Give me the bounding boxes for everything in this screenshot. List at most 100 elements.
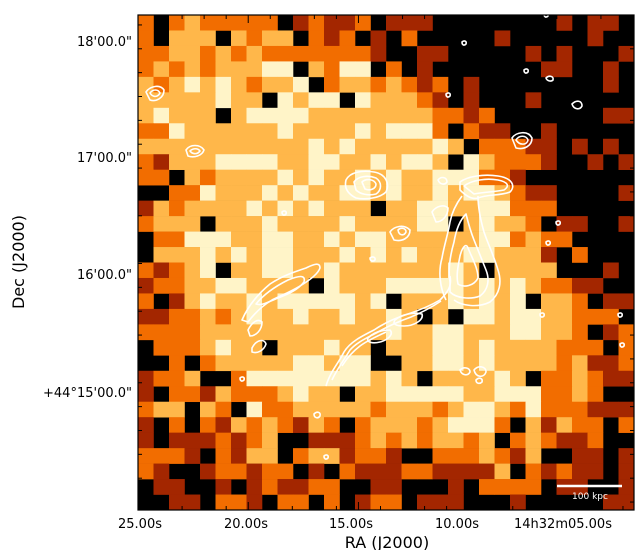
heatmap-cell: [525, 463, 542, 480]
heatmap-cell: [339, 15, 356, 31]
heatmap-cell: [277, 463, 294, 480]
heatmap-cell: [587, 154, 604, 170]
heatmap-cell: [370, 308, 387, 325]
heatmap-cell: [215, 277, 232, 294]
heatmap-cell: [138, 262, 154, 279]
heatmap-cell: [618, 107, 634, 124]
heatmap-cell: [339, 324, 356, 341]
heatmap-cell: [308, 138, 325, 155]
heatmap-cell: [432, 123, 449, 140]
heatmap-cell: [246, 92, 263, 109]
heatmap-cell: [572, 247, 588, 263]
heatmap-cell: [370, 463, 387, 480]
heatmap-cell: [556, 231, 573, 248]
heatmap-cell: [153, 448, 170, 464]
heatmap-cell: [262, 324, 278, 341]
heatmap-cell: [432, 386, 449, 403]
heatmap-cell: [525, 231, 542, 248]
heatmap-cell: [510, 494, 526, 510]
heatmap-cell: [339, 262, 356, 279]
heatmap-cell: [308, 123, 325, 140]
heatmap-cell: [432, 370, 449, 387]
heatmap-cell: [169, 45, 185, 62]
heatmap-cell: [463, 76, 480, 93]
heatmap-cell: [417, 277, 433, 294]
radio-contour: [361, 178, 377, 191]
heatmap-cell: [510, 324, 526, 341]
heatmap-cell: [324, 76, 340, 93]
heatmap-cell: [231, 339, 247, 356]
heatmap-cell: [386, 262, 402, 279]
heatmap-cell: [184, 231, 201, 248]
heatmap-cell: [510, 200, 526, 217]
heatmap-cell: [572, 324, 588, 341]
heatmap-cell: [401, 247, 418, 263]
heatmap-cell: [587, 417, 604, 433]
heatmap-cell: [386, 432, 402, 449]
heatmap-cell: [324, 231, 340, 248]
heatmap-cell: [572, 401, 588, 418]
heatmap-cell: [200, 308, 216, 325]
heatmap-cell: [448, 169, 464, 186]
heatmap-cell: [339, 185, 356, 201]
heatmap-cell: [246, 448, 263, 464]
heatmap-cell: [262, 30, 278, 47]
heatmap-cell: [587, 370, 604, 387]
heatmap-cell: [231, 138, 247, 155]
heatmap-cell: [494, 138, 511, 155]
heatmap-cell: [262, 200, 278, 217]
heatmap-cell: [308, 107, 325, 124]
heatmap-cell: [541, 339, 557, 356]
heatmap-cell: [277, 324, 294, 341]
heatmap-cell: [463, 448, 480, 464]
heatmap-cell: [184, 185, 201, 201]
heatmap-cell: [262, 154, 278, 170]
heatmap-cell: [494, 123, 511, 140]
heatmap-cell: [417, 494, 433, 510]
heatmap-cell: [231, 61, 247, 78]
heatmap-cell: [370, 293, 387, 310]
heatmap-cell: [448, 324, 464, 341]
heatmap-cell: [169, 30, 185, 47]
heatmap-cell: [355, 355, 371, 372]
heatmap-cell: [386, 200, 402, 217]
radio-contour: [353, 175, 382, 196]
heatmap-cell: [215, 463, 232, 480]
heatmap-cell: [355, 293, 371, 310]
heatmap-cell: [200, 339, 216, 356]
heatmap-cell: [277, 138, 294, 155]
heatmap-cell: [215, 200, 232, 217]
heatmap-cell: [370, 370, 387, 387]
heatmap-cell: [448, 448, 464, 464]
y-tick-label: 17'00.0": [77, 151, 132, 166]
heatmap-cell: [262, 76, 278, 93]
heatmap-cell: [463, 386, 480, 403]
heatmap-cell: [386, 138, 402, 155]
heatmap-cell: [618, 154, 634, 170]
heatmap-cell: [355, 107, 371, 124]
x-tick-label: 20.00s: [224, 517, 268, 532]
heatmap-cell: [277, 123, 294, 140]
heatmap-cell: [432, 76, 449, 93]
heatmap-cell: [494, 308, 511, 325]
heatmap-cell: [618, 417, 634, 433]
heatmap-cell: [215, 45, 232, 62]
heatmap-cell: [324, 15, 340, 31]
heatmap-cell: [618, 448, 634, 464]
heatmap-cell: [339, 277, 356, 294]
heatmap-cell: [355, 231, 371, 248]
heatmap-cell: [246, 355, 263, 372]
heatmap-cell: [432, 138, 449, 155]
heatmap-cell: [510, 355, 526, 372]
heatmap-cell: [231, 463, 247, 480]
heatmap-cell: [618, 324, 634, 341]
heatmap-cell: [277, 355, 294, 372]
heatmap-cell: [277, 30, 294, 47]
heatmap-cell: [184, 30, 201, 47]
heatmap-cell: [277, 45, 294, 62]
heatmap-cell: [479, 432, 495, 449]
heatmap-cell: [556, 293, 573, 310]
heatmap-cell: [618, 185, 634, 201]
heatmap-cell: [293, 200, 309, 217]
heatmap-cell: [572, 339, 588, 356]
